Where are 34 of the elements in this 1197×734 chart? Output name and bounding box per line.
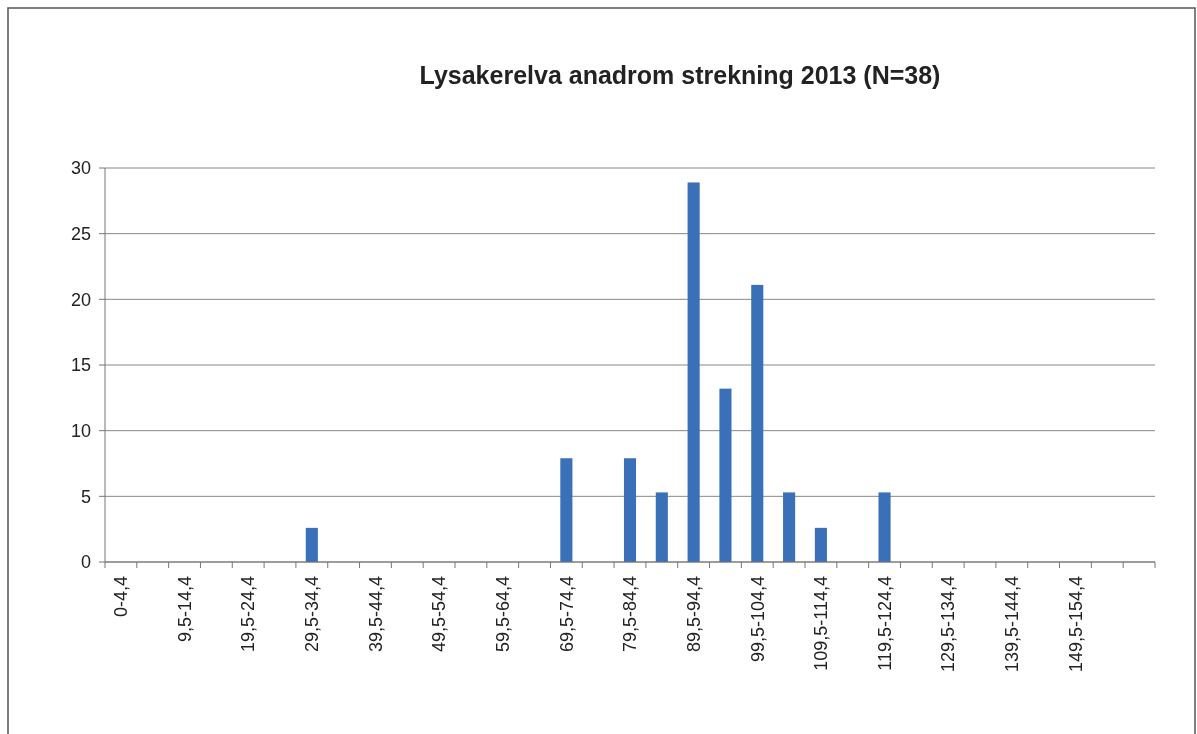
y-tick-label: 0 [80,552,91,573]
chart-title: Lysakerelva anadrom strekning 2013 (N=38) [419,61,941,89]
bar [878,492,891,562]
bar [783,492,796,562]
y-tick-label: 15 [70,355,91,376]
x-tick-label: 9,5-14,4 [174,576,195,643]
bar [687,182,700,562]
y-tick-label: 30 [70,158,91,179]
y-tick-label: 25 [70,223,91,244]
bar [751,284,764,562]
x-tick-label: 109,5-114,4 [811,576,832,671]
x-tick-label: 69,5-74,4 [556,576,577,653]
x-tick-label: 79,5-84,4 [620,576,641,653]
y-tick-label: 20 [70,289,91,310]
bar [655,492,668,562]
x-tick-label: 39,5-44,4 [365,576,386,653]
bar [814,527,827,562]
x-tick-label: 89,5-94,4 [683,576,704,653]
bar [623,458,637,562]
bar [560,458,573,562]
x-tick-label: 59,5-64,4 [493,576,514,653]
y-tick-label: 5 [80,486,91,507]
x-tick-label: 149,5-154,4 [1065,576,1086,673]
x-tick-label: 29,5-34,4 [302,576,323,653]
y-tick-label: 10 [70,420,91,441]
x-tick-label: 49,5-54,4 [429,576,450,653]
x-tick-label: 99,5-104,4 [747,576,768,663]
x-tick-label: 0-4,4 [111,576,132,618]
bar [305,527,318,562]
x-tick-label: 19,5-24,4 [238,576,259,653]
x-tick-label: 139,5-144,4 [1002,576,1023,673]
x-tick-label: 119,5-124,4 [874,576,895,671]
x-tick-label: 129,5-134,4 [938,576,959,673]
bar [719,388,732,562]
